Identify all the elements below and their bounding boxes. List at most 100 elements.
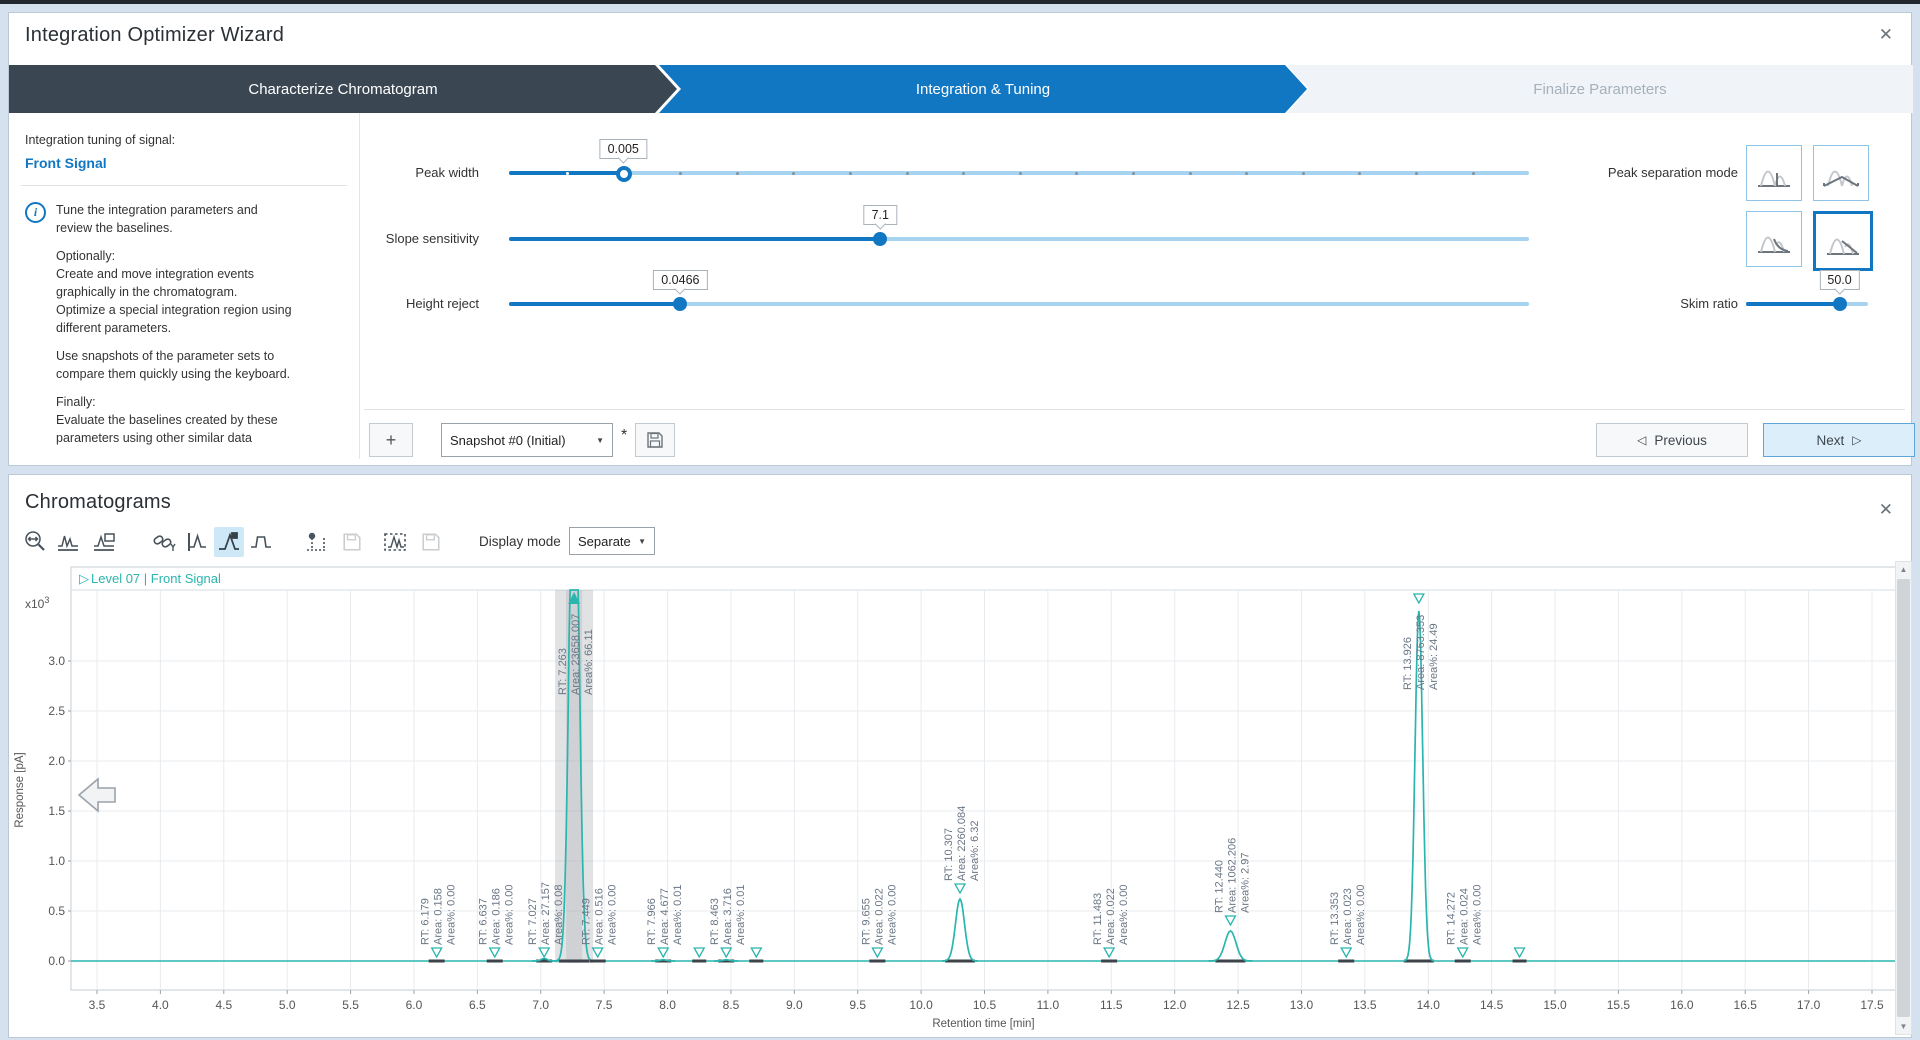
add-snapshot-button[interactable]: + xyxy=(369,423,413,457)
instruction-line: Tune the integration parameters and xyxy=(56,203,258,217)
previous-button[interactable]: ◁ Previous xyxy=(1596,423,1748,457)
chevron-right-icon: ▷ xyxy=(1852,433,1862,447)
peak-marker-icon[interactable] xyxy=(488,947,501,959)
instruction-line: Optionally: xyxy=(56,249,116,263)
integration-baseline-segment xyxy=(945,959,976,963)
slider-handle[interactable] xyxy=(673,297,688,311)
y-tick-label: 0.5 xyxy=(48,904,65,918)
chromatograms-panel: Chromatograms ✕ xyxy=(8,474,1912,1038)
peak-trace xyxy=(942,897,978,962)
modified-indicator: * xyxy=(621,427,628,444)
wizard-title: Integration Optimizer Wizard xyxy=(25,24,285,46)
peak-marker-icon[interactable] xyxy=(430,947,443,959)
slider-tick xyxy=(792,171,796,175)
peak-label: Area: 3.716 xyxy=(722,888,734,945)
peak-marker-icon[interactable] xyxy=(750,947,763,959)
peak-label: RT: 6.637 xyxy=(478,898,490,945)
peak-label: Area%: 0.00 xyxy=(1472,884,1484,945)
wizard-close-icon[interactable]: ✕ xyxy=(1878,25,1893,44)
signal-legend[interactable]: ▷ Level 07 | Front Signal xyxy=(79,571,221,586)
zoom-horizontal-icon[interactable] xyxy=(21,527,51,557)
peak-label: Area%: 0.00 xyxy=(1355,884,1367,945)
chromatograms-close-icon[interactable]: ✕ xyxy=(1878,500,1893,519)
peak-label: RT: 6.179 xyxy=(420,898,432,945)
peak-label: RT: 12.440 xyxy=(1213,860,1225,913)
slider-tick xyxy=(1245,171,1249,175)
zoom-region-icon[interactable] xyxy=(89,527,119,557)
peak-separation-exponential-skim-button[interactable] xyxy=(1746,211,1802,267)
x-tick-label: 17.5 xyxy=(1860,998,1884,1012)
peak-label: RT: 7.027 xyxy=(527,898,539,945)
slider-handle[interactable] xyxy=(616,166,633,182)
peak-separation-drop-button[interactable] xyxy=(1746,145,1802,201)
x-tick-label: 15.5 xyxy=(1607,998,1631,1012)
selected-peak-band[interactable] xyxy=(555,590,594,963)
slider-fill xyxy=(1746,302,1840,306)
peak-marker-icon[interactable] xyxy=(953,883,967,895)
x-tick-label: 14.5 xyxy=(1480,998,1504,1012)
peak-marker-icon[interactable] xyxy=(1340,947,1353,959)
baseline-peak-icon[interactable] xyxy=(246,527,276,557)
plus-icon: + xyxy=(385,429,397,450)
time-reference-icon[interactable] xyxy=(302,527,332,557)
plot-frame[interactable] xyxy=(70,566,1897,991)
peak-marker-icon[interactable] xyxy=(1412,593,1425,605)
integration-events-icon[interactable] xyxy=(214,527,244,557)
peak-marker-icon[interactable] xyxy=(1103,947,1116,959)
peak-label: Area%: 0.00 xyxy=(504,884,516,945)
peak-marker-icon[interactable] xyxy=(1513,947,1526,959)
signal-name-link[interactable]: Front Signal xyxy=(25,155,107,171)
integration-optimizer-wizard-panel: Integration Optimizer Wizard ✕ Character… xyxy=(8,12,1915,466)
selected-peak-band-inner xyxy=(566,590,583,963)
chevron-left-icon: ◁ xyxy=(1637,433,1647,447)
peak-marker-icon[interactable] xyxy=(1224,915,1237,927)
integration-baseline-segment xyxy=(692,959,707,963)
snapshot-select[interactable]: Snapshot #0 (Initial) ▼ xyxy=(441,423,613,457)
save-snapshot-button[interactable] xyxy=(635,423,675,457)
chromatogram-plot[interactable]: ▷ Level 07 | Front Signal x103 3.0 2.5 2.0 1.5… xyxy=(9,475,1913,1039)
slope-sensitivity-label: Slope sensitivity xyxy=(385,231,479,246)
pan-left-arrow-icon[interactable] xyxy=(77,777,116,813)
scroll-down-icon[interactable]: ▼ xyxy=(1899,1022,1908,1031)
wizard-step-finalize[interactable]: Finalize Parameters xyxy=(1287,65,1913,113)
integration-baseline-segment xyxy=(1512,959,1527,963)
peak-label: RT: 11.483 xyxy=(1092,893,1104,945)
exponential-skim-mode-icon xyxy=(1758,236,1790,253)
slider-tick xyxy=(566,171,569,175)
instruction-line: different parameters. xyxy=(56,321,172,335)
slider-track[interactable] xyxy=(509,237,1529,241)
scrollbar-thumb[interactable] xyxy=(1897,579,1910,1017)
peak-marker-icon[interactable] xyxy=(720,947,733,959)
manual-integration-icon[interactable] xyxy=(182,527,212,557)
peak-marker-icon[interactable] xyxy=(693,947,706,959)
instruction-line: Optimize a special integration region us… xyxy=(56,303,292,317)
chevron-down-icon: ▼ xyxy=(596,435,604,445)
integration-region-icon[interactable] xyxy=(381,527,411,557)
slider-handle[interactable] xyxy=(873,232,888,246)
peak-marker-icon[interactable] xyxy=(538,947,551,959)
x-tick-label: 5.0 xyxy=(279,998,296,1012)
autoscale-signal-icon[interactable] xyxy=(53,527,83,557)
peak-marker-icon[interactable] xyxy=(1456,947,1469,959)
integration-baseline-segment xyxy=(869,959,886,963)
wizard-step-characterize[interactable]: Characterize Chromatogram xyxy=(9,65,677,113)
slider-handle[interactable] xyxy=(1832,297,1847,311)
chart-vertical-scrollbar[interactable]: ▲ ▼ xyxy=(1895,561,1912,1035)
display-mode-select[interactable]: Separate ▼ xyxy=(569,527,655,555)
wizard-step-integration-tuning[interactable]: Integration & Tuning xyxy=(659,65,1307,113)
peak-marker-icon[interactable] xyxy=(657,947,670,959)
slider-value: 0.0466 xyxy=(653,270,708,290)
peak-label: Area: 0.186 xyxy=(491,888,503,945)
legend-label: Level 07 | Front Signal xyxy=(91,571,221,586)
next-button[interactable]: Next ▷ xyxy=(1763,423,1915,457)
link-y-axes-icon[interactable] xyxy=(150,527,180,557)
scroll-up-icon[interactable]: ▲ xyxy=(1899,565,1908,574)
peak-marker-icon[interactable] xyxy=(591,947,604,959)
instruction-line xyxy=(56,237,292,247)
peak-label: Area: 0.158 xyxy=(433,888,445,945)
peak-trace xyxy=(651,958,676,962)
peak-separation-valley-button[interactable] xyxy=(1813,145,1869,201)
slider-track[interactable] xyxy=(509,302,1529,306)
peak-separation-straight-skim-button[interactable] xyxy=(1813,211,1873,271)
peak-marker-icon[interactable] xyxy=(871,947,884,959)
